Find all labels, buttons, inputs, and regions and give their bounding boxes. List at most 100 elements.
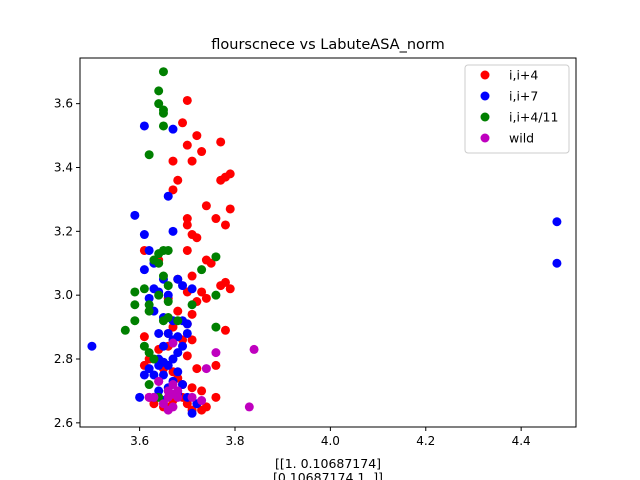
data-point [201,293,211,303]
data-point [182,351,192,361]
data-point [182,319,192,329]
legend-box [464,64,570,154]
data-point [187,408,197,418]
data-point [201,364,211,374]
data-point [216,137,226,147]
legend-marker [480,91,490,101]
data-point [216,175,226,185]
data-point [139,370,149,380]
data-point [87,341,97,351]
data-point [211,252,221,262]
data-point [130,210,140,220]
data-point [168,338,178,348]
data-point [139,265,149,275]
data-point [163,360,173,370]
data-point [144,306,154,316]
data-point [173,348,183,358]
data-point [225,284,235,294]
data-point [197,386,207,396]
data-point [163,290,173,300]
data-point [173,274,183,284]
data-point [163,281,173,291]
data-point [182,245,192,255]
data-point [144,300,154,310]
data-point [163,392,173,402]
data-point [154,386,164,396]
data-point [154,258,164,268]
data-point [158,108,168,118]
data-point [197,147,207,157]
data-point [154,376,164,386]
data-point [173,306,183,316]
data-point [197,287,207,297]
data-point [144,364,154,374]
series-3 [144,338,259,415]
x-tick-label: 4.4 [512,434,531,448]
chart-title: flourscnece vs LabuteASA_norm [211,37,444,53]
data-point [139,332,149,342]
data-point [187,392,197,402]
data-point [168,402,178,412]
data-point [552,217,562,227]
x-axis-label-line-1: [[1. 0.10687174] [275,456,381,471]
data-point [168,156,178,166]
y-tick-label: 3.0 [54,288,73,302]
data-point [211,214,221,224]
legend: i,i+4 i,i+7 i,i+4/11 wild [464,64,570,154]
data-point [211,290,221,300]
data-point [144,293,154,303]
data-point [158,67,168,77]
data-point [149,399,159,409]
data-point [130,316,140,326]
data-point [178,380,188,390]
data-point [139,341,149,351]
data-point [173,316,183,326]
data-point [182,220,192,230]
data-point [211,348,221,358]
data-point [187,300,197,310]
data-point [211,392,221,402]
data-point [206,258,216,268]
legend-label: i,i+4/11 [509,110,558,125]
data-point [187,309,197,319]
y-tick-label: 3.6 [54,97,73,111]
data-point [178,341,188,351]
data-point [154,86,164,96]
data-point [149,354,159,364]
data-point [158,370,168,380]
data-point [144,380,154,390]
data-point [192,131,202,141]
data-point [168,185,178,195]
y-tick-label: 3.4 [54,160,73,174]
data-point [216,281,226,291]
data-point [197,396,207,406]
data-point [144,150,154,160]
data-point [182,95,192,105]
data-point [244,402,254,412]
data-point [168,380,178,390]
data-point [144,348,154,358]
legend-label: i,i+4 [509,68,538,83]
data-point [182,214,192,224]
data-point [149,370,159,380]
data-point [158,121,168,131]
x-axis-label-line-2: [0.10687174 1. ]] [273,470,383,480]
data-point [173,392,183,402]
axis-ticks: 3.6 3.8 4.0 4.2 4.4 2.6 2.8 3.0 3.2 3.4 3.6 [54,97,531,448]
data-point [182,140,192,150]
data-point [154,99,164,109]
data-point [139,121,149,131]
data-point [178,281,188,291]
data-point [192,364,202,374]
data-point [130,287,140,297]
x-tick-label: 3.6 [130,434,149,448]
data-point [163,328,173,338]
data-point [130,300,140,310]
legend-label: i,i+7 [509,89,538,104]
data-point [154,290,164,300]
data-point [144,392,154,402]
data-point [154,249,164,259]
data-point [249,344,259,354]
data-point [144,245,154,255]
data-point [158,341,168,351]
